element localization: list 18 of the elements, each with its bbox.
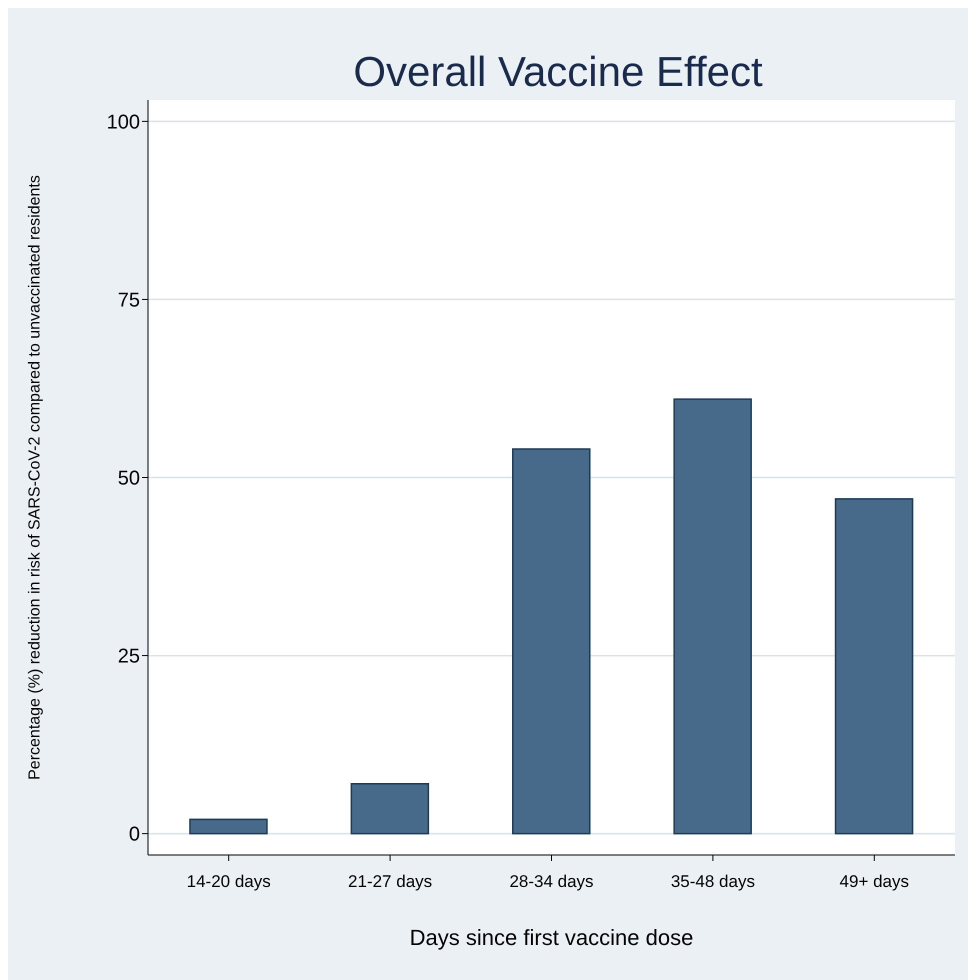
bar <box>512 448 591 834</box>
x-tick-label: 21-27 days <box>348 872 432 892</box>
y-tick-label: 0 <box>128 824 140 846</box>
x-tick-label: 49+ days <box>840 872 910 892</box>
x-tick-label: 35-48 days <box>670 872 755 892</box>
x-axis-title: Days since first vaccine dose <box>410 925 694 950</box>
bar <box>834 498 914 834</box>
bar <box>673 398 752 834</box>
x-tick-label: 28-34 days <box>509 872 594 892</box>
y-tick-label: 100 <box>106 111 140 134</box>
y-tick-label: 75 <box>118 290 140 312</box>
chart-title: Overall Vaccine Effect <box>352 48 764 96</box>
y-axis-title: Percentage (%) reduction in risk of SARS-CoV-2 compared to unvaccinated residents <box>26 175 44 780</box>
y-tick-label: 50 <box>118 468 140 490</box>
x-tick-label: 14-20 days <box>186 872 271 892</box>
y-tick-label: 25 <box>118 646 140 668</box>
bar <box>350 783 430 834</box>
bar <box>189 818 268 834</box>
